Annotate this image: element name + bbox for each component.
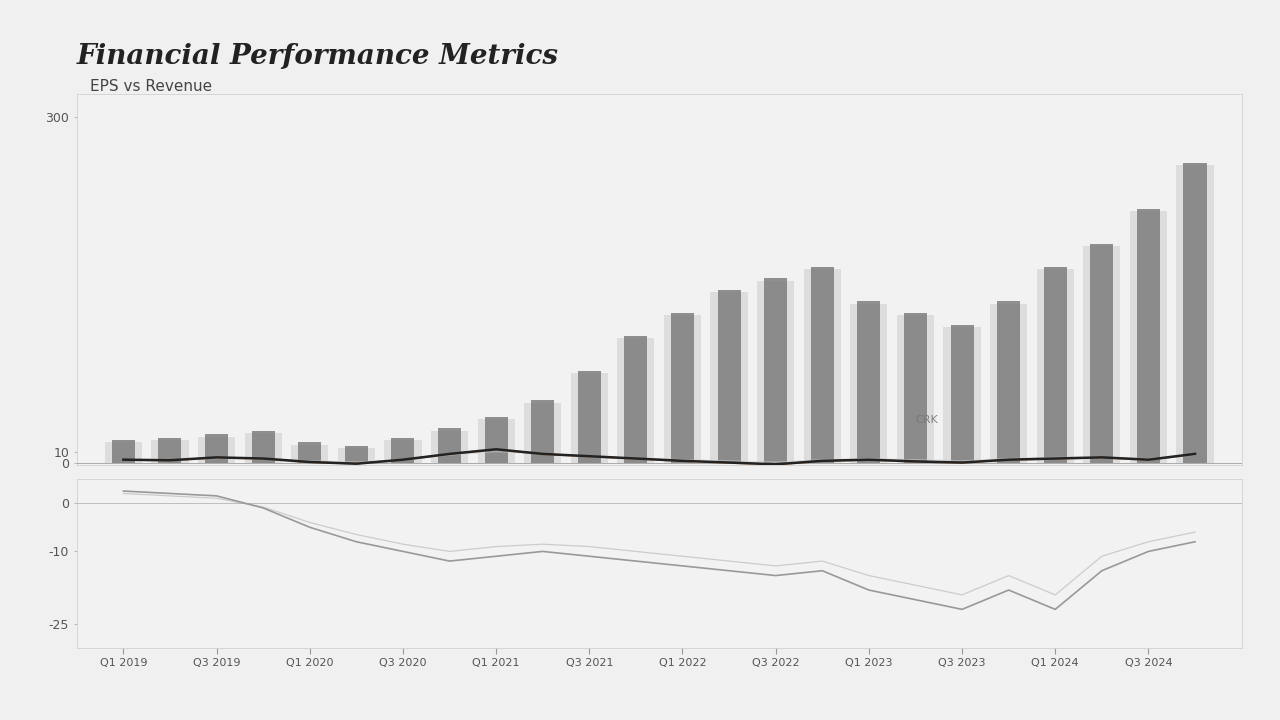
Bar xyxy=(431,431,468,463)
Bar xyxy=(1130,212,1167,463)
Bar xyxy=(718,290,741,463)
Bar xyxy=(151,440,188,463)
Bar xyxy=(571,373,608,463)
Bar xyxy=(159,438,182,463)
Bar xyxy=(756,281,795,463)
Bar xyxy=(997,302,1020,463)
Bar xyxy=(392,438,415,463)
Bar xyxy=(989,304,1028,463)
Bar xyxy=(1083,246,1120,463)
Bar xyxy=(1043,267,1066,463)
Bar xyxy=(477,419,515,463)
Bar xyxy=(384,440,421,463)
Bar xyxy=(671,313,694,463)
Bar xyxy=(850,304,887,463)
Bar xyxy=(764,279,787,463)
Bar xyxy=(338,448,375,463)
Bar xyxy=(951,325,974,463)
Text: Financial Performance Metrics: Financial Performance Metrics xyxy=(77,43,559,71)
Bar xyxy=(252,431,275,463)
Bar xyxy=(531,400,554,463)
Bar xyxy=(105,442,142,463)
Bar xyxy=(205,434,228,463)
Bar xyxy=(1091,244,1114,463)
Bar xyxy=(1037,269,1074,463)
Bar xyxy=(810,267,833,463)
Bar xyxy=(858,302,881,463)
Bar xyxy=(617,338,654,463)
Bar xyxy=(524,403,562,463)
Bar xyxy=(438,428,461,463)
Bar xyxy=(710,292,748,463)
Bar xyxy=(298,442,321,463)
Bar xyxy=(897,315,934,463)
Bar xyxy=(664,315,701,463)
Bar xyxy=(485,417,508,463)
Text: CRK: CRK xyxy=(915,415,938,425)
Text: EPS vs Revenue: EPS vs Revenue xyxy=(90,79,211,94)
Bar xyxy=(1176,165,1213,463)
Bar xyxy=(244,433,282,463)
Bar xyxy=(291,445,329,463)
Bar xyxy=(625,336,648,463)
Bar xyxy=(943,327,980,463)
Bar xyxy=(577,371,600,463)
Bar xyxy=(804,269,841,463)
Bar xyxy=(904,313,927,463)
Bar xyxy=(1184,163,1207,463)
Bar xyxy=(198,436,236,463)
Bar xyxy=(111,440,134,463)
Bar xyxy=(344,446,367,463)
Bar xyxy=(1137,209,1160,463)
